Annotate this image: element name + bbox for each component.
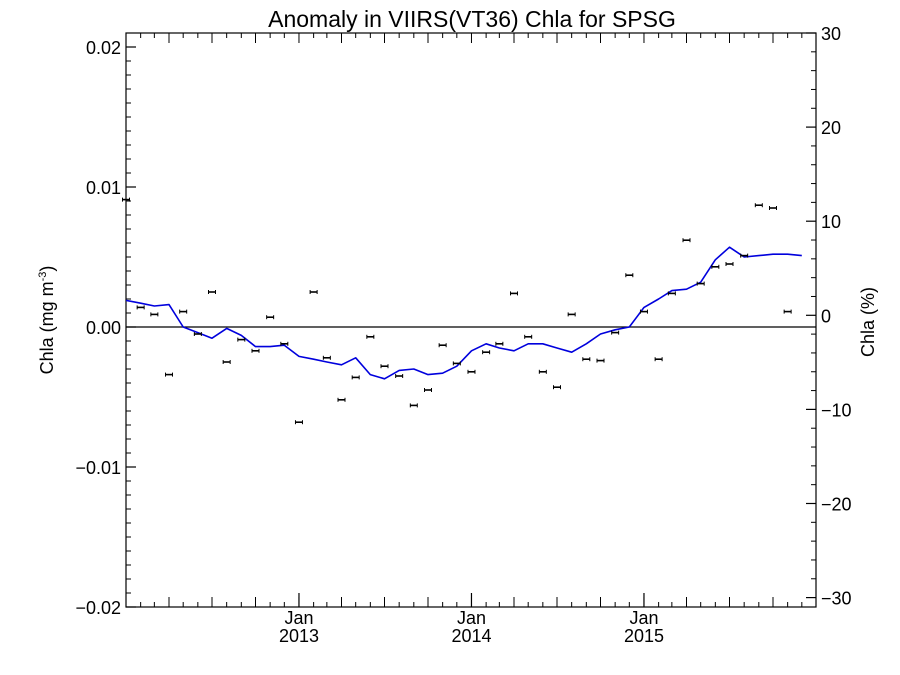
chart-title: Anomaly in VIIRS(VT36) Chla for SPSG: [268, 6, 676, 32]
data-point: [667, 291, 676, 296]
right-y-tick-label: −30: [821, 589, 852, 609]
right-y-tick-label: 20: [821, 118, 841, 138]
series-line-group: [125, 246, 802, 380]
left-y-tick-label: 0.01: [86, 178, 121, 198]
data-point: [222, 360, 231, 364]
data-point: [510, 291, 519, 296]
data-point: [567, 312, 576, 317]
data-point: [524, 334, 533, 339]
data-point: [625, 273, 634, 278]
data-point: [179, 309, 188, 314]
data-point: [193, 332, 202, 336]
left-y-axis: −0.02 −0.01 0.00 0.01 0.02: [75, 38, 136, 618]
x-tick-label-month: Jan: [629, 608, 658, 628]
right-y-tick-label: −10: [821, 400, 852, 420]
data-point: [696, 281, 705, 286]
data-point: [251, 348, 260, 353]
left-y-axis-label: Chla (mg m-3): [37, 266, 57, 375]
left-y-axis-label-main: Chla (mg m: [37, 281, 57, 374]
data-point: [395, 374, 404, 378]
data-point: [682, 238, 691, 243]
plot-area: [125, 32, 817, 608]
data-point: [366, 334, 375, 339]
data-point: [380, 364, 389, 369]
x-tick-label-year: 2015: [624, 626, 664, 646]
left-y-tick-label: −0.02: [75, 598, 121, 618]
data-point: [165, 372, 174, 377]
data-point: [783, 309, 792, 314]
data-point: [740, 253, 749, 258]
data-point: [582, 357, 591, 362]
data-point: [711, 264, 720, 269]
series-points-group: [122, 197, 792, 425]
left-y-axis-label-superscript: -3: [37, 272, 49, 282]
data-point: [122, 197, 130, 202]
data-point: [596, 358, 605, 363]
x-tick-label-year: 2014: [451, 626, 491, 646]
data-point: [467, 369, 476, 374]
x-tick-label-year: 2013: [279, 626, 319, 646]
data-point: [423, 388, 432, 392]
data-point: [280, 341, 289, 346]
data-point: [538, 369, 547, 374]
left-y-axis-label-close: ): [37, 266, 57, 272]
data-point: [150, 312, 159, 317]
data-point: [482, 350, 491, 355]
data-point: [237, 337, 246, 342]
data-point: [266, 315, 275, 320]
data-point: [553, 385, 562, 390]
data-point: [208, 290, 217, 294]
data-point: [309, 290, 318, 294]
data-point: [452, 361, 461, 366]
right-y-tick-label: 10: [821, 212, 841, 232]
data-point: [768, 206, 777, 210]
left-y-tick-label: 0.00: [86, 318, 121, 338]
right-y-axis-label: Chla (%): [858, 287, 878, 357]
data-point: [438, 343, 447, 348]
data-point: [409, 403, 418, 408]
right-y-tick-label: 0: [821, 306, 831, 326]
left-y-tick-label: −0.01: [75, 458, 121, 478]
x-tick-label-month: Jan: [457, 608, 486, 628]
data-point: [725, 262, 734, 266]
data-point: [136, 305, 145, 310]
data-point: [495, 341, 504, 346]
right-y-tick-label: 30: [821, 24, 841, 44]
right-y-axis: −30 −20 −10 0 10 20 30: [806, 24, 852, 609]
data-point: [611, 330, 620, 335]
data-point: [754, 203, 763, 208]
x-tick-label-month: Jan: [284, 608, 313, 628]
data-point: [351, 375, 360, 380]
series-line: [125, 246, 802, 380]
data-point: [337, 397, 346, 402]
data-point: [654, 357, 663, 362]
data-point: [294, 420, 303, 425]
left-y-tick-label: 0.02: [86, 38, 121, 58]
data-point: [322, 355, 331, 360]
data-point: [639, 309, 648, 314]
right-y-tick-label: −20: [821, 494, 852, 514]
plot-frame: [125, 32, 817, 608]
